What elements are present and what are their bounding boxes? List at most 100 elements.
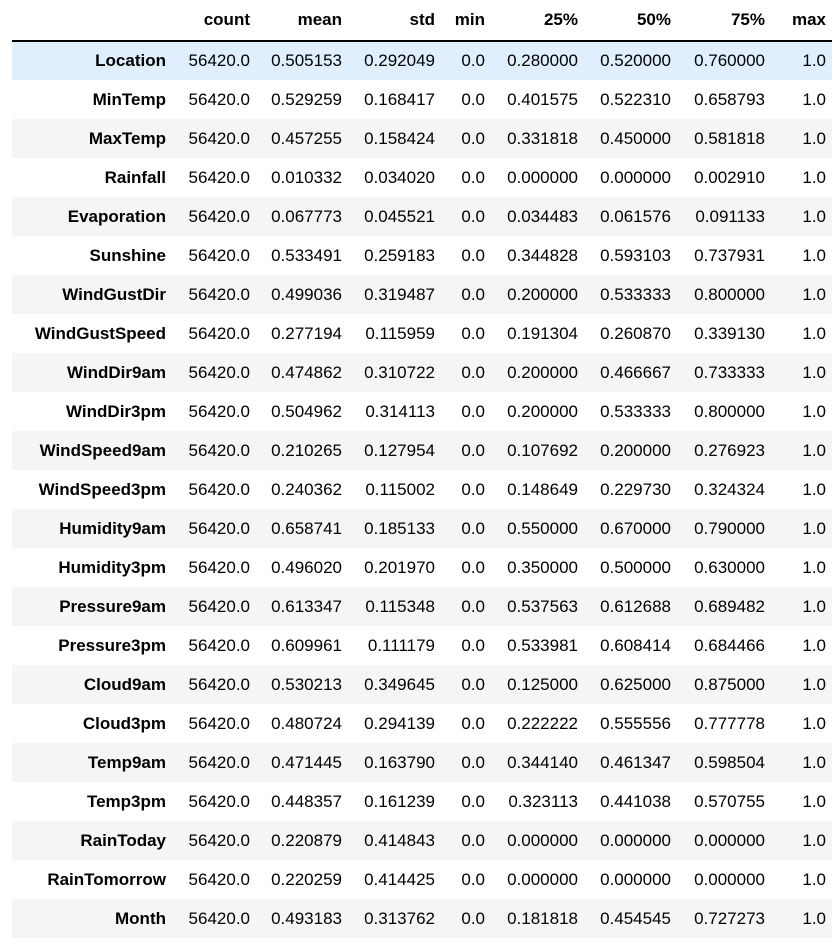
- cell-50pct: 0.461347: [600, 752, 671, 772]
- cell-count: 56420.0: [188, 51, 250, 70]
- cell-75pct: 0.581818: [694, 128, 765, 148]
- cell-max: 1.0: [802, 869, 826, 889]
- cell-max: 1.0: [802, 596, 826, 616]
- cell-min: 0.0: [461, 284, 485, 304]
- cell-min: 0.0: [461, 128, 485, 148]
- cell-std: 0.294139: [364, 713, 435, 733]
- cell-mean: 0.499036: [271, 284, 342, 304]
- row-label: WindSpeed9am: [39, 440, 166, 460]
- cell-mean: 0.493183: [271, 908, 342, 928]
- cell-75pct: 0.760000: [694, 51, 765, 70]
- cell-75pct: 0.002910: [694, 167, 765, 187]
- cell-min: 0.0: [461, 791, 485, 811]
- cell-count: 56420.0: [188, 323, 250, 343]
- cell-mean: 0.474862: [271, 362, 342, 382]
- cell-min: 0.0: [461, 245, 485, 265]
- cell-max: 1.0: [802, 128, 826, 148]
- cell-count: 56420.0: [188, 167, 250, 187]
- cell-std: 0.414425: [364, 869, 435, 889]
- cell-std: 0.259183: [364, 245, 435, 265]
- cell-max: 1.0: [802, 245, 826, 265]
- row-label: WindGustSpeed: [34, 323, 166, 343]
- cell-min: 0.0: [461, 869, 485, 889]
- cell-mean: 0.210265: [271, 440, 342, 460]
- cell-25pct: 0.148649: [507, 479, 578, 499]
- cell-75pct: 0.091133: [695, 206, 765, 226]
- table-row: WindSpeed3pm 56420.0 0.240362 0.115002 0.0 0.…: [12, 470, 832, 509]
- cell-75pct: 0.777778: [694, 713, 765, 733]
- table-row: Month 56420.0 0.493183 0.313762 0.0 0.181818 0…: [12, 899, 832, 938]
- table-row: WindDir3pm 56420.0 0.504962 0.314113 0.0 0.20…: [12, 392, 832, 431]
- cell-25pct: 0.331818: [507, 128, 578, 148]
- cell-max: 1.0: [802, 752, 826, 772]
- cell-count: 56420.0: [188, 284, 250, 304]
- cell-25pct: 0.550000: [507, 518, 578, 538]
- cell-mean: 0.505153: [271, 51, 342, 70]
- cell-75pct: 0.658793: [694, 89, 765, 109]
- cell-75pct: 0.790000: [694, 518, 765, 538]
- cell-min: 0.0: [461, 206, 485, 226]
- cell-50pct: 0.522310: [600, 89, 671, 109]
- table-row: Humidity3pm 56420.0 0.496020 0.201970 0.0 0.3…: [12, 548, 832, 587]
- table-row: Cloud9am 56420.0 0.530213 0.349645 0.0 0.1250…: [12, 665, 832, 704]
- cell-max: 1.0: [802, 440, 826, 460]
- cell-25pct: 0.200000: [507, 401, 578, 421]
- row-label: Month: [115, 908, 166, 928]
- cell-mean: 0.529259: [271, 89, 342, 109]
- cell-50pct: 0.612688: [600, 596, 671, 616]
- dataframe-output: count mean std min 25% 50% 75% max Locat…: [12, 0, 832, 938]
- row-label: RainTomorrow: [47, 869, 166, 889]
- row-label: Sunshine: [89, 245, 166, 265]
- cell-75pct: 0.000000: [694, 869, 765, 889]
- cell-25pct: 0.181818: [507, 908, 578, 928]
- column-header-count: count: [172, 0, 256, 42]
- cell-std: 0.115959: [365, 323, 435, 343]
- row-label: RainToday: [80, 830, 166, 850]
- cell-std: 0.313762: [364, 908, 435, 928]
- table-body: Location 56420.0 0.505153 0.292049 0.0 0.2800…: [12, 41, 832, 938]
- cell-50pct: 0.555556: [600, 713, 671, 733]
- cell-std: 0.319487: [364, 284, 435, 304]
- row-label: Pressure3pm: [58, 635, 166, 655]
- cell-25pct: 0.537563: [507, 596, 578, 616]
- cell-25pct: 0.000000: [507, 830, 578, 850]
- cell-75pct: 0.684466: [694, 635, 765, 655]
- cell-count: 56420.0: [188, 362, 250, 382]
- cell-max: 1.0: [802, 908, 826, 928]
- cell-mean: 0.010332: [271, 167, 342, 187]
- cell-count: 56420.0: [188, 206, 250, 226]
- cell-max: 1.0: [802, 518, 826, 538]
- cell-min: 0.0: [461, 51, 485, 70]
- cell-25pct: 0.034483: [507, 206, 578, 226]
- cell-count: 56420.0: [188, 245, 250, 265]
- cell-75pct: 0.000000: [694, 830, 765, 850]
- row-label: WindSpeed3pm: [38, 479, 166, 499]
- cell-25pct: 0.107692: [507, 440, 578, 460]
- row-label: Rainfall: [104, 167, 166, 187]
- cell-50pct: 0.533333: [600, 284, 671, 304]
- cell-count: 56420.0: [188, 791, 250, 811]
- cell-mean: 0.613347: [271, 596, 342, 616]
- cell-std: 0.314113: [365, 401, 435, 421]
- cell-std: 0.310722: [364, 362, 435, 382]
- cell-min: 0.0: [461, 674, 485, 694]
- cell-mean: 0.530213: [271, 674, 342, 694]
- cell-min: 0.0: [461, 752, 485, 772]
- cell-25pct: 0.344140: [507, 752, 578, 772]
- cell-50pct: 0.200000: [600, 440, 671, 460]
- cell-count: 56420.0: [188, 752, 250, 772]
- table-row: Sunshine 56420.0 0.533491 0.259183 0.0 0.3448…: [12, 236, 832, 275]
- column-header-min: min: [441, 0, 491, 42]
- row-label: WindDir9am: [66, 362, 166, 382]
- cell-mean: 0.609961: [271, 635, 342, 655]
- row-label: MinTemp: [92, 89, 166, 109]
- column-header-75pct: 75%: [677, 0, 771, 42]
- row-label: WindGustDir: [62, 284, 166, 304]
- table-row: Cloud3pm 56420.0 0.480724 0.294139 0.0 0.2222…: [12, 704, 832, 743]
- cell-count: 56420.0: [188, 908, 250, 928]
- cell-std: 0.115348: [365, 596, 435, 616]
- table-row: MaxTemp 56420.0 0.457255 0.158424 0.0 0.33181…: [12, 119, 832, 158]
- index-header: [12, 0, 172, 42]
- cell-25pct: 0.280000: [507, 51, 578, 70]
- cell-mean: 0.533491: [271, 245, 342, 265]
